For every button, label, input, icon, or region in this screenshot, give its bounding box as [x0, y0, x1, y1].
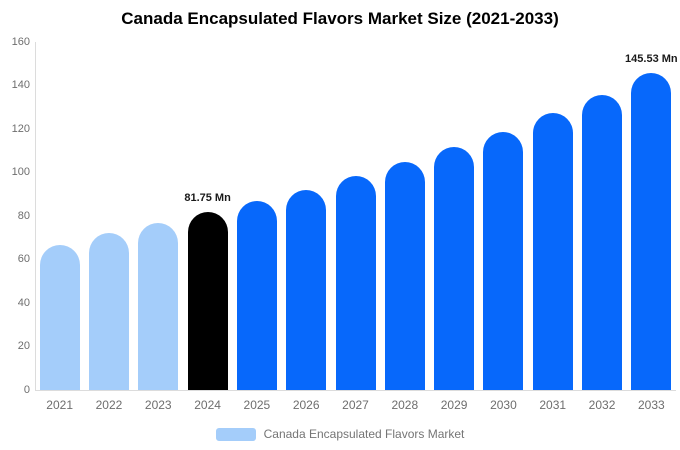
x-axis-tick-label-2022: 2022	[95, 398, 123, 412]
x-axis-tick-label-2029: 2029	[440, 398, 468, 412]
bar-2024	[187, 212, 228, 390]
y-axis-tick-label-160: 160	[11, 35, 30, 48]
x-axis-tick-label-2023: 2023	[144, 398, 172, 412]
x-axis-tick-label-2031: 2031	[539, 398, 567, 412]
bar-2022	[88, 233, 129, 390]
x-axis-tick-label-2021: 2021	[46, 398, 73, 412]
bar-2027	[335, 176, 376, 390]
x-axis-line	[35, 390, 676, 391]
data-label-2033: 145.53 Mn	[625, 53, 678, 66]
y-axis-tick-label-0: 0	[23, 383, 30, 396]
bar-2032	[582, 94, 623, 390]
bar-2021	[39, 245, 80, 390]
x-axis-tick-label-2028: 2028	[391, 398, 419, 412]
bar-2031	[532, 113, 573, 390]
x-axis-tick-label-2033: 2033	[637, 398, 665, 412]
x-axis-tick-label-2030: 2030	[490, 398, 517, 412]
bar-2029	[434, 147, 475, 390]
chart-title: Canada Encapsulated Flavors Market Size …	[121, 9, 559, 28]
y-axis-tick-label-100: 100	[11, 166, 30, 178]
legend-swatch	[215, 427, 256, 441]
data-label-2024: 81.75 Mn	[184, 192, 231, 205]
x-axis-tick-label-2027: 2027	[342, 398, 369, 412]
y-axis-tick-label-20: 20	[17, 340, 30, 352]
y-axis-line	[35, 42, 36, 390]
x-axis-tick-label-2026: 2026	[292, 398, 320, 412]
bar-2023	[138, 222, 179, 390]
bar-2028	[384, 161, 425, 390]
bar-2030	[483, 131, 524, 390]
y-axis-tick-label-140: 140	[11, 79, 30, 91]
x-axis-tick-label-2032: 2032	[588, 398, 616, 412]
x-axis-tick-label-2025: 2025	[243, 398, 271, 412]
x-axis-tick-label-2024: 2024	[194, 398, 221, 412]
legend: Canada Encapsulated Flavors Market	[0, 427, 680, 441]
bar-2033	[631, 73, 672, 390]
bar-2025	[236, 200, 277, 390]
legend-label: Canada Encapsulated Flavors Market	[263, 427, 465, 441]
y-axis-tick-label-60: 60	[17, 253, 30, 265]
y-axis-tick-label-40: 40	[17, 296, 30, 309]
y-axis-tick-label-80: 80	[17, 209, 30, 222]
bar-2026	[286, 189, 327, 390]
y-axis-tick-label-120: 120	[11, 122, 30, 135]
